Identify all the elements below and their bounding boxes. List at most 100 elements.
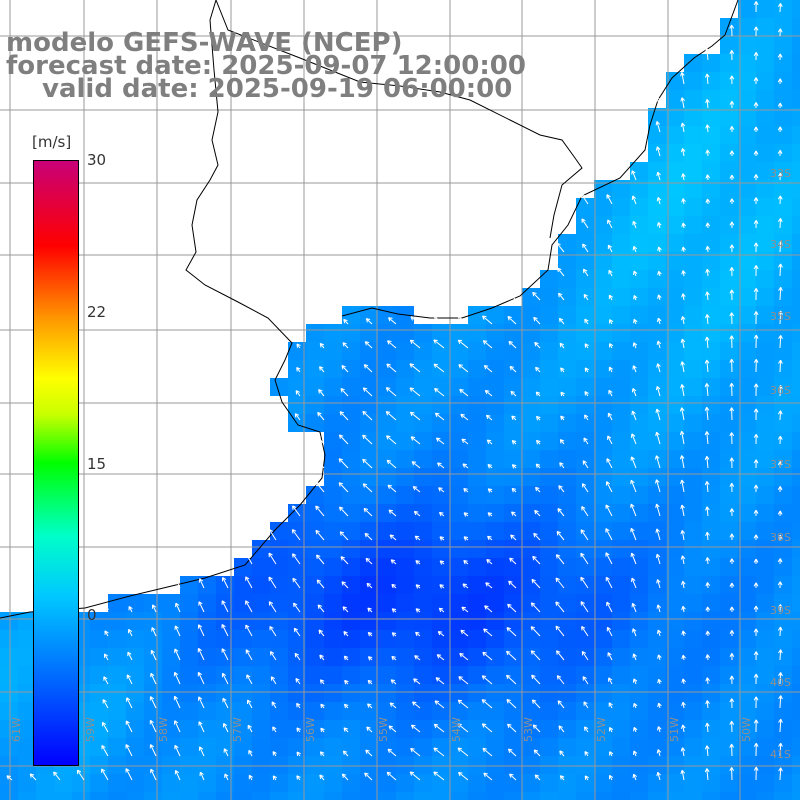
wind-arrow bbox=[319, 774, 325, 781]
wind-arrow bbox=[506, 699, 517, 709]
speed-cell bbox=[648, 666, 666, 684]
wind-arrow bbox=[729, 221, 735, 229]
speed-cell bbox=[180, 576, 198, 594]
speed-cell bbox=[342, 666, 360, 684]
speed-cell bbox=[270, 558, 288, 576]
speed-cell bbox=[432, 414, 450, 432]
wind-arrow bbox=[606, 458, 613, 469]
speed-cell bbox=[396, 702, 414, 720]
speed-cell bbox=[684, 54, 702, 72]
speed-cell bbox=[792, 324, 800, 342]
speed-cell bbox=[684, 558, 702, 576]
wind-arrow bbox=[777, 510, 783, 517]
speed-cell bbox=[756, 0, 774, 18]
speed-cell bbox=[270, 612, 288, 630]
speed-cell bbox=[144, 612, 162, 630]
speed-cell bbox=[540, 594, 558, 612]
wind-arrow bbox=[584, 726, 589, 733]
speed-cell bbox=[576, 216, 594, 234]
wind-arrow bbox=[681, 270, 686, 277]
speed-cell bbox=[792, 126, 800, 144]
wind-arrow bbox=[729, 150, 735, 157]
wind-arrow bbox=[509, 773, 517, 781]
valid-date: valid date: 2025-09-19 06:00:00 bbox=[42, 74, 513, 104]
wind-arrow bbox=[76, 769, 85, 781]
speed-cell bbox=[756, 450, 774, 468]
speed-cell bbox=[306, 792, 324, 800]
speed-cell bbox=[738, 180, 756, 198]
wind-arrow bbox=[580, 552, 589, 565]
wind-arrow bbox=[510, 534, 517, 541]
speed-cell bbox=[738, 792, 756, 800]
wind-arrow bbox=[753, 534, 759, 541]
speed-cell bbox=[306, 720, 324, 738]
wind-arrow bbox=[101, 768, 109, 781]
wind-arrow bbox=[319, 366, 325, 373]
speed-cell bbox=[648, 360, 666, 378]
wind-arrow bbox=[608, 366, 613, 373]
speed-cell bbox=[270, 594, 288, 612]
speed-cell bbox=[684, 630, 702, 648]
wind-arrow bbox=[753, 287, 759, 301]
wind-arrow bbox=[729, 382, 735, 397]
speed-cell bbox=[774, 684, 792, 702]
speed-cell bbox=[738, 342, 756, 360]
speed-cell bbox=[738, 90, 756, 108]
wind-arrow bbox=[410, 747, 421, 757]
speed-cell bbox=[702, 162, 720, 180]
speed-cell bbox=[558, 792, 576, 800]
speed-cell bbox=[630, 306, 648, 324]
wind-arrow bbox=[342, 342, 349, 349]
speed-cell bbox=[396, 396, 414, 414]
speed-cell bbox=[540, 612, 558, 630]
wind-arrow bbox=[556, 530, 565, 541]
speed-cell bbox=[252, 612, 270, 630]
wind-arrow bbox=[532, 724, 541, 733]
wind-arrow bbox=[246, 674, 253, 685]
speed-cell bbox=[396, 684, 414, 702]
speed-cell bbox=[612, 648, 630, 666]
speed-cell bbox=[792, 90, 800, 108]
speed-cell bbox=[522, 540, 540, 558]
speed-cell bbox=[648, 342, 666, 360]
speed-cell bbox=[468, 558, 486, 576]
wind-arrow bbox=[272, 775, 278, 781]
speed-cell bbox=[576, 234, 594, 252]
speed-cell bbox=[576, 612, 594, 630]
wind-arrow bbox=[729, 267, 735, 277]
wind-arrow bbox=[753, 651, 759, 661]
speed-cell bbox=[378, 468, 396, 486]
speed-cell bbox=[486, 792, 504, 800]
speed-cell bbox=[126, 612, 144, 630]
speed-cell bbox=[630, 504, 648, 522]
wind-arrow bbox=[463, 488, 469, 493]
wind-arrow bbox=[630, 433, 637, 445]
wind-arrow bbox=[729, 558, 735, 565]
speed-cell bbox=[612, 198, 630, 216]
speed-cell bbox=[648, 252, 666, 270]
speed-cell bbox=[360, 612, 378, 630]
speed-cell bbox=[720, 432, 738, 450]
speed-cell bbox=[540, 702, 558, 720]
speed-cell bbox=[396, 378, 414, 396]
speed-cell bbox=[666, 738, 684, 756]
speed-cell bbox=[774, 54, 792, 72]
wind-arrow bbox=[316, 554, 325, 565]
speed-cell bbox=[540, 738, 558, 756]
speed-cell bbox=[756, 108, 774, 126]
wind-arrow bbox=[753, 509, 759, 517]
speed-cell bbox=[396, 486, 414, 504]
wind-arrow bbox=[316, 434, 325, 445]
speed-cell bbox=[648, 288, 666, 306]
speed-cell bbox=[630, 702, 648, 720]
wind-arrow bbox=[581, 218, 589, 229]
speed-cell bbox=[612, 774, 630, 792]
wind-arrow bbox=[605, 504, 613, 517]
wind-arrow bbox=[657, 654, 662, 661]
wind-arrow bbox=[296, 702, 301, 709]
speed-cell bbox=[630, 558, 648, 576]
speed-cell bbox=[432, 486, 450, 504]
wind-arrow bbox=[608, 389, 613, 397]
speed-cell bbox=[720, 198, 738, 216]
wind-arrow bbox=[630, 479, 637, 493]
